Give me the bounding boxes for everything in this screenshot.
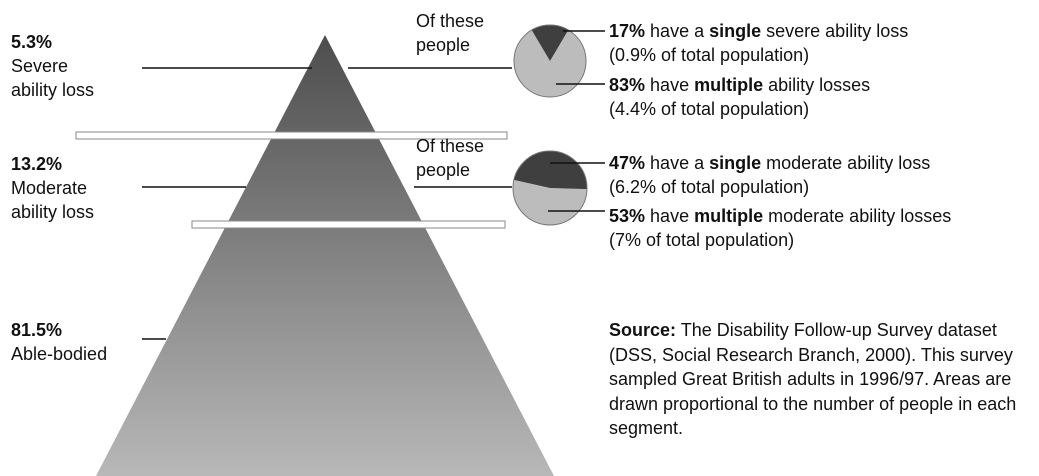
- segment-label-able: 81.5% Able-bodied: [11, 318, 107, 366]
- pie-moderate-outline: [512, 150, 588, 226]
- segment-percent-able: 81.5%: [11, 320, 63, 340]
- item-post: moderate ability loss: [766, 153, 931, 173]
- item-pct: 17%: [609, 21, 646, 41]
- segment-name-moderate-line1: Moderate: [11, 178, 88, 198]
- breakdown-item-severe-multiple: 83% have multiple ability losses (4.4% o…: [609, 73, 870, 121]
- source-text: The Disability Follow-up Survey dataset …: [609, 320, 1017, 438]
- pyramid: [96, 35, 554, 476]
- caption-severe-line1: Of these: [416, 11, 485, 31]
- item-pre: have a: [650, 153, 705, 173]
- item-post: moderate ability losses: [768, 206, 952, 226]
- item-post: severe ability loss: [766, 21, 909, 41]
- segment-percent-severe: 5.3%: [11, 32, 53, 52]
- pie-moderate-multiple-slice: [512, 179, 587, 226]
- pie-moderate-single-slice: [513, 151, 587, 190]
- breakdown-item-severe-single: 17% have a single severe ability loss (0…: [609, 19, 908, 67]
- item-detail: (4.4% of total population): [609, 99, 810, 119]
- pie-severe-single-slice: [531, 24, 569, 61]
- segment-label-moderate: 13.2% Moderate ability loss: [11, 152, 94, 224]
- item-detail: (0.9% of total population): [609, 45, 810, 65]
- item-pre: have: [650, 206, 690, 226]
- pie-moderate-breakdown: [512, 150, 588, 226]
- item-pct: 83%: [609, 75, 646, 95]
- item-pre: have: [650, 75, 690, 95]
- item-emph: single: [709, 21, 762, 41]
- source-label: Source:: [609, 320, 677, 340]
- segment-name-severe-line2: ability loss: [11, 80, 95, 100]
- caption-severe-line2: people: [416, 35, 471, 55]
- segment-name-severe-line1: Severe: [11, 56, 69, 76]
- caption-moderate-line1: Of these: [416, 136, 485, 156]
- item-emph: multiple: [694, 75, 764, 95]
- breakdown-item-moderate-multiple: 53% have multiple moderate ability losse…: [609, 204, 951, 252]
- separator-severe-moderate: [75, 131, 508, 140]
- breakdown-item-moderate-single: 47% have a single moderate ability loss …: [609, 151, 930, 199]
- pie-severe-outline: [513, 24, 587, 98]
- item-detail: (6.2% of total population): [609, 177, 810, 197]
- item-pct: 47%: [609, 153, 646, 173]
- item-emph: multiple: [694, 206, 764, 226]
- breakdown-caption-severe: Of these people: [416, 9, 484, 57]
- source-note: Source: The Disability Follow-up Survey …: [609, 318, 1039, 441]
- segment-name-able: Able-bodied: [11, 344, 108, 364]
- segment-percent-moderate: 13.2%: [11, 154, 63, 174]
- segment-name-moderate-line2: ability loss: [11, 202, 95, 222]
- pie-severe-multiple-slice: [514, 30, 587, 97]
- item-pre: have a: [650, 21, 705, 41]
- item-emph: single: [709, 153, 762, 173]
- breakdown-caption-moderate: Of these people: [416, 134, 484, 182]
- caption-moderate-line2: people: [416, 160, 471, 180]
- item-post: ability losses: [768, 75, 871, 95]
- separator-moderate-able: [191, 220, 506, 229]
- segment-label-severe: 5.3% Severe ability loss: [11, 30, 94, 102]
- item-detail: (7% of total population): [609, 230, 795, 250]
- item-pct: 53%: [609, 206, 646, 226]
- pie-severe-breakdown: [513, 24, 587, 98]
